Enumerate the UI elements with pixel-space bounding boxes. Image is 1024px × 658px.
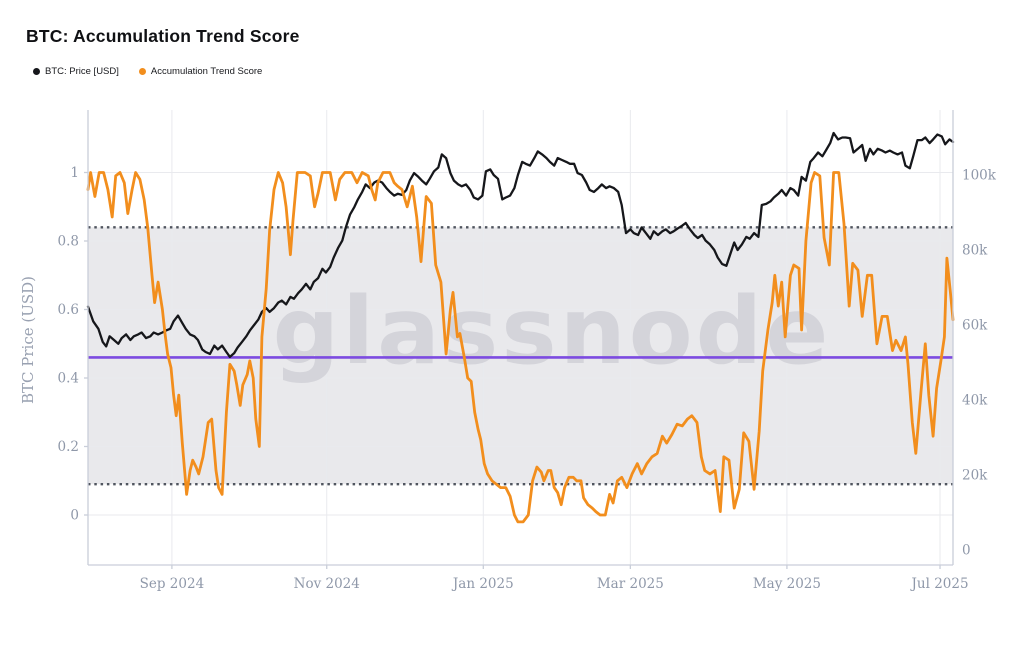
price-series-dot-icon	[33, 68, 40, 75]
legend-price-label: BTC: Price [USD]	[45, 66, 119, 77]
score-series-dot-icon	[138, 68, 146, 75]
left-axis-tick-label: 0.6	[58, 302, 79, 318]
right-axis-tick-label: 40k	[962, 393, 988, 409]
left-axis-tick-label: 1	[70, 165, 79, 181]
glassnode-watermark: glassnode	[273, 277, 832, 385]
right-axis-tick-label: 20k	[962, 468, 988, 484]
x-axis-tick-label: Sep 2024	[140, 576, 205, 592]
right-axis-tick-label: 80k	[962, 243, 988, 259]
x-axis-tick-label: Mar 2025	[597, 576, 664, 592]
chart-legend: BTC: Price [USD] Accumulation Trend Scor…	[33, 66, 262, 77]
legend-score-label: Accumulation Trend Score	[150, 66, 263, 77]
right-axis-tick-label: 0	[962, 543, 971, 559]
left-axis-tick-label: 0.2	[58, 439, 79, 455]
left-axis-tick-label: 0	[70, 508, 79, 524]
price-line	[86, 131, 955, 359]
right-axis-tick-label: 60k	[962, 318, 988, 334]
legend-item-price[interactable]: BTC: Price [USD]	[33, 66, 119, 77]
page-title: BTC: Accumulation Trend Score	[26, 26, 300, 46]
left-axis-tick-label: 0.8	[58, 234, 79, 250]
axes: 0 0.2 0.4 0.6 0.8 1 0 20k 40k 60k 80k 100k Sep 2024 N…	[58, 110, 997, 592]
x-axis-tick-label: Jul 2025	[909, 576, 968, 592]
x-axis-tick-label: Jan 2025	[451, 576, 514, 592]
x-axis-tick-label: May 2025	[753, 576, 821, 592]
legend-item-score[interactable]: Accumulation Trend Score	[138, 66, 263, 77]
left-axis-tick-label: 0.4	[58, 371, 79, 387]
x-axis-tick-label: Nov 2024	[294, 576, 360, 592]
right-axis-tick-label: 100k	[962, 168, 997, 184]
left-axis-title: BTC Price (USD)	[19, 275, 37, 405]
score-line	[86, 171, 955, 524]
